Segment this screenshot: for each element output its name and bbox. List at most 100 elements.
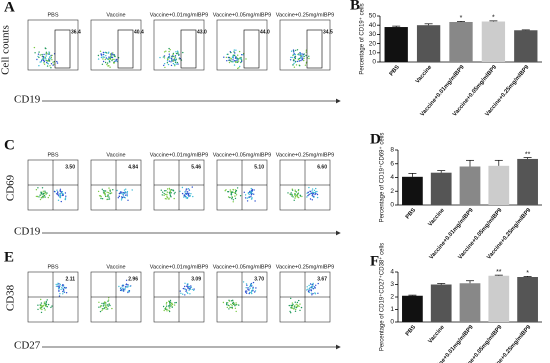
event-dot — [169, 302, 171, 304]
event-dot — [289, 59, 292, 61]
event-dot — [100, 53, 102, 55]
event-dot — [289, 193, 291, 195]
event-dot — [169, 307, 171, 309]
event-dot — [310, 289, 312, 291]
event-dot — [39, 198, 42, 201]
event-dot — [168, 187, 171, 190]
event-dot — [124, 194, 127, 196]
plot-title: PBS — [47, 264, 58, 270]
event-dot — [293, 51, 295, 53]
event-dot — [103, 304, 105, 306]
event-dot — [308, 57, 310, 60]
event-dot — [248, 193, 250, 196]
event-dot — [246, 200, 249, 202]
event-dot — [49, 65, 51, 67]
event-dot — [191, 186, 193, 188]
event-dot — [161, 194, 163, 196]
event-dot — [234, 52, 236, 54]
event-dot — [191, 288, 193, 291]
event-dot — [42, 59, 45, 62]
event-dot — [128, 291, 131, 293]
event-dot — [234, 197, 237, 200]
event-dot — [295, 60, 297, 63]
event-dot — [35, 189, 38, 191]
event-dot — [110, 54, 113, 56]
event-dot — [168, 309, 170, 312]
event-dot — [131, 189, 133, 191]
event-dot — [104, 306, 107, 308]
event-dot — [240, 58, 243, 60]
event-dot — [39, 304, 41, 306]
event-dot — [58, 286, 60, 289]
event-dot — [187, 188, 190, 190]
event-dot — [163, 64, 165, 67]
event-dot — [292, 64, 294, 66]
event-dot — [58, 295, 61, 297]
event-dot — [290, 307, 292, 309]
event-dot — [251, 197, 253, 199]
event-dot — [301, 58, 303, 60]
event-dot — [36, 58, 38, 61]
event-dot — [121, 191, 123, 194]
event-dot — [251, 292, 253, 295]
event-dot — [41, 59, 43, 62]
bar — [402, 176, 423, 205]
event-dot — [251, 290, 253, 293]
event-dot — [120, 191, 122, 193]
x-axis-label: CD19 — [14, 94, 41, 106]
event-dot — [235, 304, 237, 306]
event-dot — [317, 282, 319, 285]
event-dot — [290, 312, 292, 314]
event-dot — [163, 309, 165, 312]
event-dot — [164, 66, 166, 69]
y-tick-label: 40 — [369, 22, 377, 29]
event-dot — [233, 64, 236, 66]
event-dot — [305, 54, 307, 57]
event-dot — [247, 192, 250, 194]
event-dot — [235, 194, 238, 196]
event-dot — [294, 57, 297, 60]
event-dot — [183, 196, 185, 198]
event-dot — [170, 58, 173, 60]
event-dot — [291, 194, 294, 197]
event-dot — [179, 190, 181, 192]
event-dot — [183, 194, 185, 196]
event-dot — [102, 190, 105, 192]
plot-title: Vaccine — [106, 152, 125, 158]
event-dot — [171, 303, 174, 306]
event-dot — [185, 196, 187, 198]
event-dot — [105, 304, 107, 306]
event-dot — [166, 196, 168, 199]
event-dot — [308, 284, 310, 287]
event-dot — [189, 288, 191, 290]
y-tick-label: 20 — [369, 40, 377, 47]
event-dot — [126, 195, 128, 197]
event-dot — [163, 51, 166, 53]
event-dot — [175, 301, 177, 304]
plot-frame — [279, 19, 331, 71]
event-dot — [250, 198, 253, 200]
event-dot — [232, 201, 234, 203]
x-axis-label: CD27 — [14, 340, 41, 352]
event-dot — [244, 197, 247, 199]
event-dot — [295, 49, 297, 52]
event-dot — [296, 306, 299, 308]
event-dot — [109, 192, 112, 194]
event-dot — [288, 304, 290, 307]
event-dot — [241, 59, 243, 61]
event-dot — [126, 191, 129, 193]
event-dot — [109, 304, 111, 307]
event-dot — [303, 53, 305, 55]
event-dot — [46, 306, 48, 308]
event-dot — [50, 56, 53, 59]
bar — [430, 284, 452, 322]
event-dot — [57, 192, 59, 194]
event-dot — [180, 292, 182, 294]
event-dot — [101, 302, 103, 305]
event-dot — [290, 192, 292, 194]
event-dot — [99, 50, 102, 52]
event-dot — [294, 197, 296, 199]
plot-title: Vaccine — [106, 264, 125, 270]
event-dot — [176, 61, 179, 64]
